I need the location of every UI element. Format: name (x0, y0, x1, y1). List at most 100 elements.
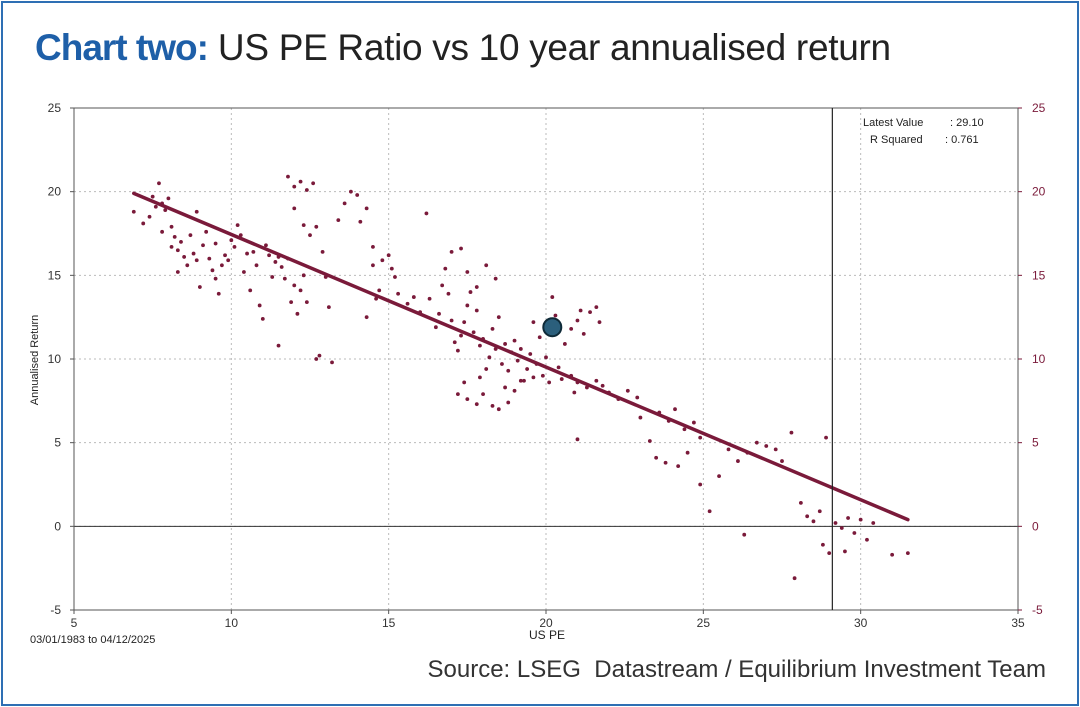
y-tick-label-left: 15 (48, 268, 62, 282)
scatter-point (707, 509, 712, 514)
scatter-point (846, 516, 850, 520)
scatter-point (544, 355, 548, 360)
scatter-point (871, 521, 876, 525)
x-axis-label: US PE (529, 628, 565, 642)
scatter-point (437, 311, 441, 316)
scatter-point (364, 315, 369, 320)
scatter-point (238, 233, 243, 238)
y-tick-label-left: 0 (54, 519, 61, 533)
scatter-point (503, 342, 507, 346)
scatter-point (824, 435, 828, 440)
scatter-point (182, 255, 187, 259)
scatter-point (817, 509, 822, 514)
scatter-point (500, 362, 504, 366)
scatter-point (301, 273, 306, 278)
scatter-point (575, 437, 580, 442)
scatter-point (449, 250, 454, 254)
scatter-point (506, 400, 511, 405)
scatter-point (890, 552, 895, 557)
scatter-point (282, 276, 287, 281)
source-note: Source: LSEG Datastream / Equilibrium In… (427, 656, 1046, 683)
scatter-point (210, 268, 215, 273)
scatter-point (298, 179, 303, 184)
scatter-point (163, 208, 168, 212)
scatter-point (320, 250, 325, 254)
scatter-point (833, 521, 838, 525)
scatter-point (326, 305, 331, 310)
scatter-point (792, 576, 797, 581)
scatter-point (518, 347, 523, 351)
scatter-point (452, 340, 457, 345)
scatter-point (317, 353, 322, 358)
scatter-points (131, 174, 910, 581)
scatter-point (235, 223, 240, 228)
scatter-point (191, 251, 196, 256)
scatter-point (440, 283, 445, 288)
scatter-point (726, 447, 731, 452)
scatter-point (780, 459, 784, 463)
scatter-point (349, 189, 353, 194)
scatter-point (654, 455, 659, 460)
scatter-point (572, 390, 577, 395)
scatter-point (304, 300, 309, 305)
scatter-point (647, 439, 652, 443)
scatter-point (736, 459, 740, 463)
annotation-latest-value: : 29.10 (950, 117, 984, 129)
scatter-point (264, 243, 268, 248)
scatter-point (515, 358, 520, 363)
scatter-point (839, 526, 844, 530)
scatter-point (216, 291, 221, 296)
scatter-point (487, 355, 492, 360)
scatter-point (547, 380, 552, 385)
scatter-point (821, 542, 825, 547)
chart-heading: Chart two: US PE Ratio vs 10 year annual… (35, 22, 891, 74)
scatter-point (141, 221, 146, 226)
scatter-point (843, 549, 847, 554)
scatter-point (374, 296, 378, 301)
scatter-point (304, 188, 309, 192)
scatter-point (298, 288, 303, 293)
scatter-point (204, 229, 209, 234)
scatter-point (245, 251, 249, 256)
scatter-point (147, 214, 152, 219)
scatter-point (330, 360, 334, 365)
scatter-point (852, 531, 857, 535)
scatter-point (207, 256, 212, 261)
scatter-point (160, 229, 165, 234)
scatter-point (691, 420, 696, 425)
scatter-point (157, 181, 161, 186)
scatter-point (226, 258, 231, 263)
trend-line (132, 191, 910, 522)
scatter-point (242, 270, 246, 274)
scatter-point (169, 224, 174, 229)
scatter-point (468, 290, 473, 294)
scatter-point (411, 295, 416, 299)
annotation-r2-value: : 0.761 (945, 134, 979, 146)
scatter-point (336, 218, 341, 223)
scatter-point (201, 243, 205, 248)
scatter-point (213, 241, 218, 246)
scatter-point (798, 501, 803, 505)
date-range: 03/01/1983 to 04/12/2025 (30, 634, 155, 646)
y-tick-label-right: 5 (1032, 436, 1039, 450)
scatter-point (342, 201, 347, 206)
scatter-point (525, 367, 530, 371)
scatter-point (279, 265, 284, 269)
scatter-point (166, 196, 171, 201)
scatter-point (484, 263, 489, 268)
scatter-point (465, 397, 470, 402)
y-tick-label-right: 20 (1032, 185, 1046, 199)
scatter-point (550, 295, 555, 299)
scatter-point (393, 275, 397, 279)
scatter-point (673, 407, 677, 412)
scatter-point (474, 402, 479, 407)
scatter-point (484, 367, 489, 371)
y-tick-label-right: 25 (1032, 101, 1046, 115)
scatter-point (197, 285, 202, 289)
scatter-point (528, 352, 533, 356)
scatter-point (827, 551, 832, 556)
scatter-point (531, 375, 536, 380)
scatter-point (575, 318, 580, 323)
scatter-point (194, 209, 199, 214)
